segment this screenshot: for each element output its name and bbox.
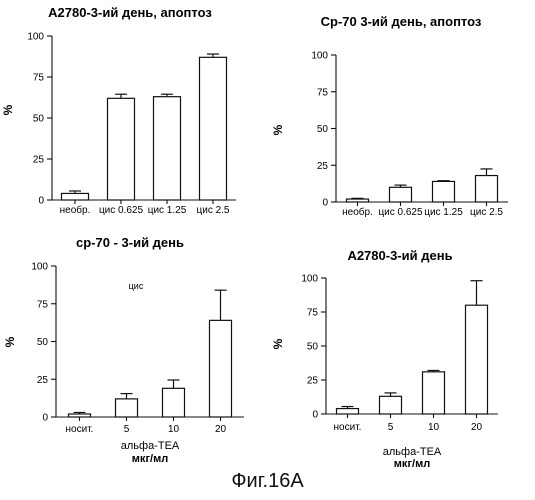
figure-caption: Фиг.16A	[0, 470, 535, 493]
y-tick-label: 0	[42, 413, 48, 424]
y-tick-label: 100	[27, 32, 44, 43]
bar-4	[210, 320, 232, 417]
x-axis-label: альфа-TEA	[121, 440, 180, 452]
x-category-label: необр.	[60, 204, 91, 216]
bar-3	[433, 181, 455, 202]
y-tick-label: 75	[37, 299, 49, 310]
y-axis-label: %	[3, 336, 17, 347]
y-tick-label: 50	[33, 114, 45, 125]
bar-1	[347, 199, 369, 202]
chart-annotation: цис	[129, 281, 144, 291]
chart-panel-a2780-alpha-tea: A2780-3-ий день 0 25 50 75 100% носит. 5 10 20 аль…	[268, 244, 535, 470]
y-tick-label: 50	[307, 342, 319, 353]
bar-3	[163, 388, 185, 417]
x-category-label: 20	[471, 422, 483, 433]
x-axis-unit-label: мкг/мл	[394, 458, 430, 470]
x-category-label: цис 2.5	[470, 207, 503, 218]
y-tick-label: 100	[311, 51, 328, 62]
y-tick-label: 50	[317, 124, 329, 135]
x-category-label: необр.	[342, 206, 373, 218]
x-category-label: 20	[215, 424, 227, 435]
bar-2	[380, 396, 402, 414]
y-tick-label: 100	[301, 274, 318, 285]
chart-title: ср-70 - 3-ий день	[76, 235, 184, 250]
bar-2	[116, 399, 138, 417]
chart-panel-cp70-alpha-tea: ср-70 - 3-ий день 0 25 50 75 100% носит. 5 10 20 а…	[0, 232, 268, 470]
x-category-label: носит.	[66, 424, 94, 435]
x-category-label: цис 0.625	[378, 207, 423, 218]
x-category-label: цис 0.625	[99, 205, 144, 216]
bar-4	[466, 305, 488, 414]
y-tick-label: 25	[37, 375, 49, 386]
x-axis-label: альфа-TEA	[383, 446, 442, 458]
y-tick-label: 25	[33, 155, 45, 166]
y-axis-label: %	[271, 338, 285, 349]
bar-3	[423, 372, 445, 414]
bar-1	[69, 414, 91, 417]
bar-1	[337, 409, 359, 414]
y-tick-label: 75	[317, 87, 329, 98]
y-tick-label: 0	[312, 410, 318, 421]
chart-panel-a2780-apoptosis: A2780-3-ий день, апоптоз 0 25 50 75 100% необр…	[0, 0, 268, 232]
x-category-label: 10	[168, 424, 180, 435]
y-tick-label: 25	[307, 376, 319, 387]
chart-title: A2780-3-ий день, апоптоз	[48, 5, 212, 20]
chart-title: Ср-70 3-ий день, апоптоз	[321, 14, 482, 29]
chart-title: A2780-3-ий день	[347, 248, 452, 263]
y-tick-label: 75	[33, 73, 45, 84]
bar-1	[62, 193, 89, 200]
x-category-label: цис 1.25	[148, 205, 187, 216]
bar-2	[108, 98, 135, 200]
y-tick-label: 75	[307, 308, 319, 319]
x-category-label: 5	[388, 422, 394, 433]
y-tick-label: 100	[31, 262, 48, 273]
x-category-label: цис 2.5	[197, 205, 230, 216]
x-category-label: цис 1.25	[424, 207, 463, 218]
bar-2	[390, 187, 412, 202]
x-category-label: 5	[124, 424, 130, 435]
y-tick-label: 25	[317, 161, 329, 172]
bar-4	[476, 176, 498, 202]
y-tick-label: 50	[37, 337, 49, 348]
y-tick-label: 0	[38, 196, 44, 207]
y-tick-label: 0	[322, 198, 328, 209]
x-category-label: 10	[428, 422, 440, 433]
chart-panel-cp70-apoptosis: Ср-70 3-ий день, апоптоз 0 25 50 75 100% необр…	[268, 0, 535, 232]
x-category-label: носит.	[334, 422, 362, 433]
x-axis-unit-label: мкг/мл	[132, 453, 168, 465]
y-axis-label: %	[271, 124, 285, 135]
bar-3	[154, 97, 181, 200]
y-axis-label: %	[1, 104, 15, 115]
bar-4	[200, 57, 227, 200]
